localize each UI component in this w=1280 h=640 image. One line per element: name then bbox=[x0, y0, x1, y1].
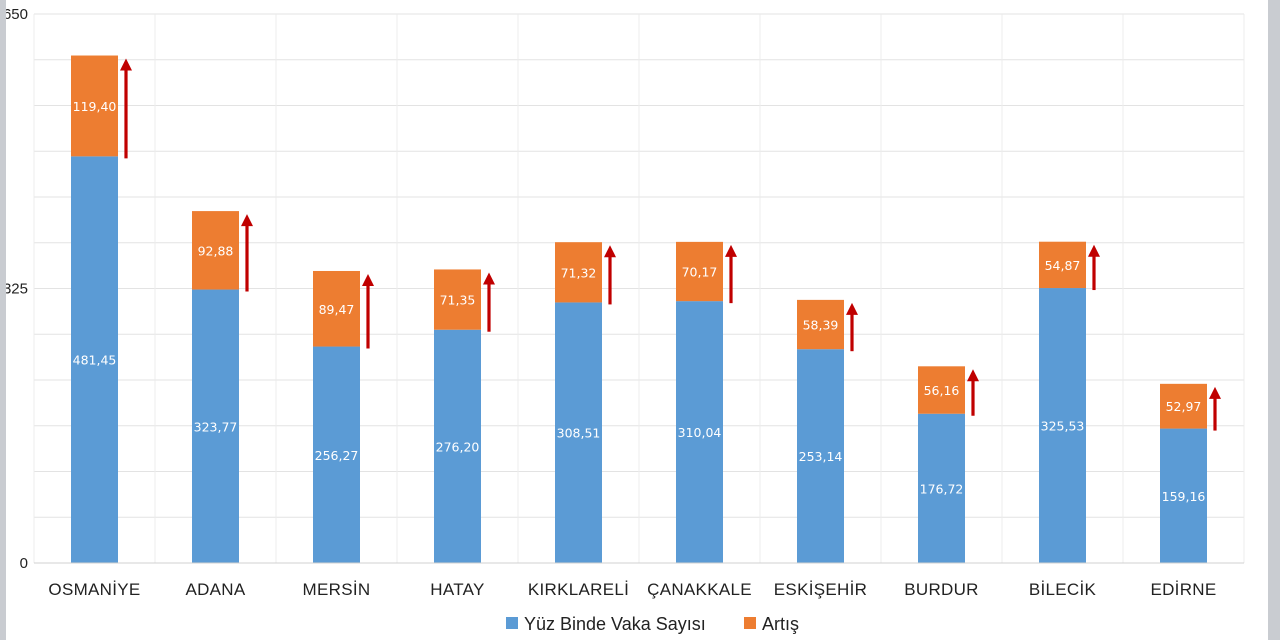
bar-base-7 bbox=[797, 349, 844, 563]
data-label-increase: 89,47 bbox=[319, 302, 355, 317]
data-label-increase: 56,16 bbox=[924, 383, 960, 398]
data-label-increase: 54,87 bbox=[1045, 258, 1081, 273]
data-label-increase: 119,40 bbox=[73, 99, 117, 114]
x-category-label: HATAY bbox=[430, 580, 484, 599]
legend: Yüz Binde Vaka Sayısı Artış bbox=[506, 614, 799, 634]
bar-increase-9 bbox=[1039, 241, 1086, 289]
bar-base-5 bbox=[555, 302, 602, 563]
x-category-label: ÇANAKKALE bbox=[647, 580, 752, 599]
y-tick-label: 0 bbox=[20, 555, 28, 572]
y-tick-label: 325 bbox=[6, 281, 28, 298]
data-label-increase: 71,35 bbox=[440, 293, 476, 308]
y-axis-ticks: 0 325 650 bbox=[6, 6, 28, 572]
x-category-label: ADANA bbox=[185, 580, 245, 599]
x-axis-labels: OSMANİYE ADANA MERSİN HATAY KIRKLARELİ ÇANAKK… bbox=[48, 580, 1216, 599]
x-category-label: BİLECİK bbox=[1029, 580, 1097, 599]
y-tick-label: 650 bbox=[6, 6, 28, 23]
increase-arrow-head bbox=[362, 273, 374, 286]
increase-arrow-head bbox=[604, 245, 616, 258]
legend-swatch bbox=[506, 617, 518, 629]
x-category-label: MERSİN bbox=[303, 580, 371, 599]
stacked-bar-chart: 0 325 650 481,45 119,40 323,77 92,88 256,27 89,… bbox=[6, 6, 1245, 634]
x-category-label: ESKİŞEHİR bbox=[774, 580, 867, 599]
bar-increase-10 bbox=[1160, 383, 1207, 429]
bar-base-10 bbox=[1160, 428, 1207, 563]
increase-arrow-head bbox=[1209, 386, 1221, 399]
data-label-increase: 52,97 bbox=[1166, 399, 1202, 414]
bar-base-3 bbox=[313, 346, 360, 563]
bar-increase-3 bbox=[313, 270, 360, 347]
data-label-increase: 92,88 bbox=[198, 243, 234, 258]
bar-increase-1 bbox=[71, 55, 118, 157]
bars: 481,45 119,40 323,77 92,88 256,27 89,47 276,20… bbox=[71, 55, 1207, 563]
increase-arrows bbox=[120, 58, 1221, 431]
data-label-base: 176,72 bbox=[920, 481, 964, 496]
bar-increase-4 bbox=[434, 269, 481, 330]
data-label-base: 159,16 bbox=[1162, 489, 1206, 504]
data-label-increase: 71,32 bbox=[561, 265, 597, 280]
data-label-increase: 58,39 bbox=[803, 318, 839, 333]
bar-increase-6 bbox=[676, 241, 723, 302]
data-label-base: 253,14 bbox=[799, 449, 843, 464]
bar-base-2 bbox=[192, 289, 239, 563]
bar-increase-2 bbox=[192, 211, 239, 290]
x-category-label: EDİRNE bbox=[1150, 580, 1216, 599]
bar-base-6 bbox=[676, 301, 723, 563]
legend-label: Artış bbox=[762, 614, 799, 634]
data-label-base: 325,53 bbox=[1041, 419, 1085, 434]
data-label-base: 323,77 bbox=[194, 419, 238, 434]
data-label-base: 481,45 bbox=[73, 353, 117, 368]
increase-arrow-head bbox=[967, 369, 979, 382]
bar-increase-5 bbox=[555, 242, 602, 303]
data-label-base: 276,20 bbox=[436, 439, 480, 454]
bar-base-8 bbox=[918, 413, 965, 563]
x-category-label: OSMANİYE bbox=[48, 580, 140, 599]
increase-arrow-head bbox=[483, 272, 495, 285]
data-label-base: 310,04 bbox=[678, 425, 722, 440]
x-category-label: KIRKLARELİ bbox=[528, 580, 629, 599]
increase-arrow-head bbox=[241, 214, 253, 227]
data-label-base: 308,51 bbox=[557, 426, 601, 441]
data-label-increase: 70,17 bbox=[682, 265, 718, 280]
chart-frame: 0 325 650 481,45 119,40 323,77 92,88 256,27 89,… bbox=[6, 0, 1268, 640]
data-label-base: 256,27 bbox=[315, 448, 359, 463]
x-category-label: BURDUR bbox=[904, 580, 979, 599]
increase-arrow-head bbox=[846, 302, 858, 315]
bar-base-4 bbox=[434, 329, 481, 563]
bar-base-1 bbox=[71, 156, 118, 563]
increase-arrow-head bbox=[1088, 244, 1100, 257]
increase-arrow-head bbox=[725, 244, 737, 257]
bar-base-9 bbox=[1039, 288, 1086, 563]
bar-increase-8 bbox=[918, 366, 965, 414]
bar-increase-7 bbox=[797, 299, 844, 350]
legend-swatch bbox=[744, 617, 756, 629]
legend-label: Yüz Binde Vaka Sayısı bbox=[524, 614, 706, 634]
increase-arrow-head bbox=[120, 58, 132, 71]
